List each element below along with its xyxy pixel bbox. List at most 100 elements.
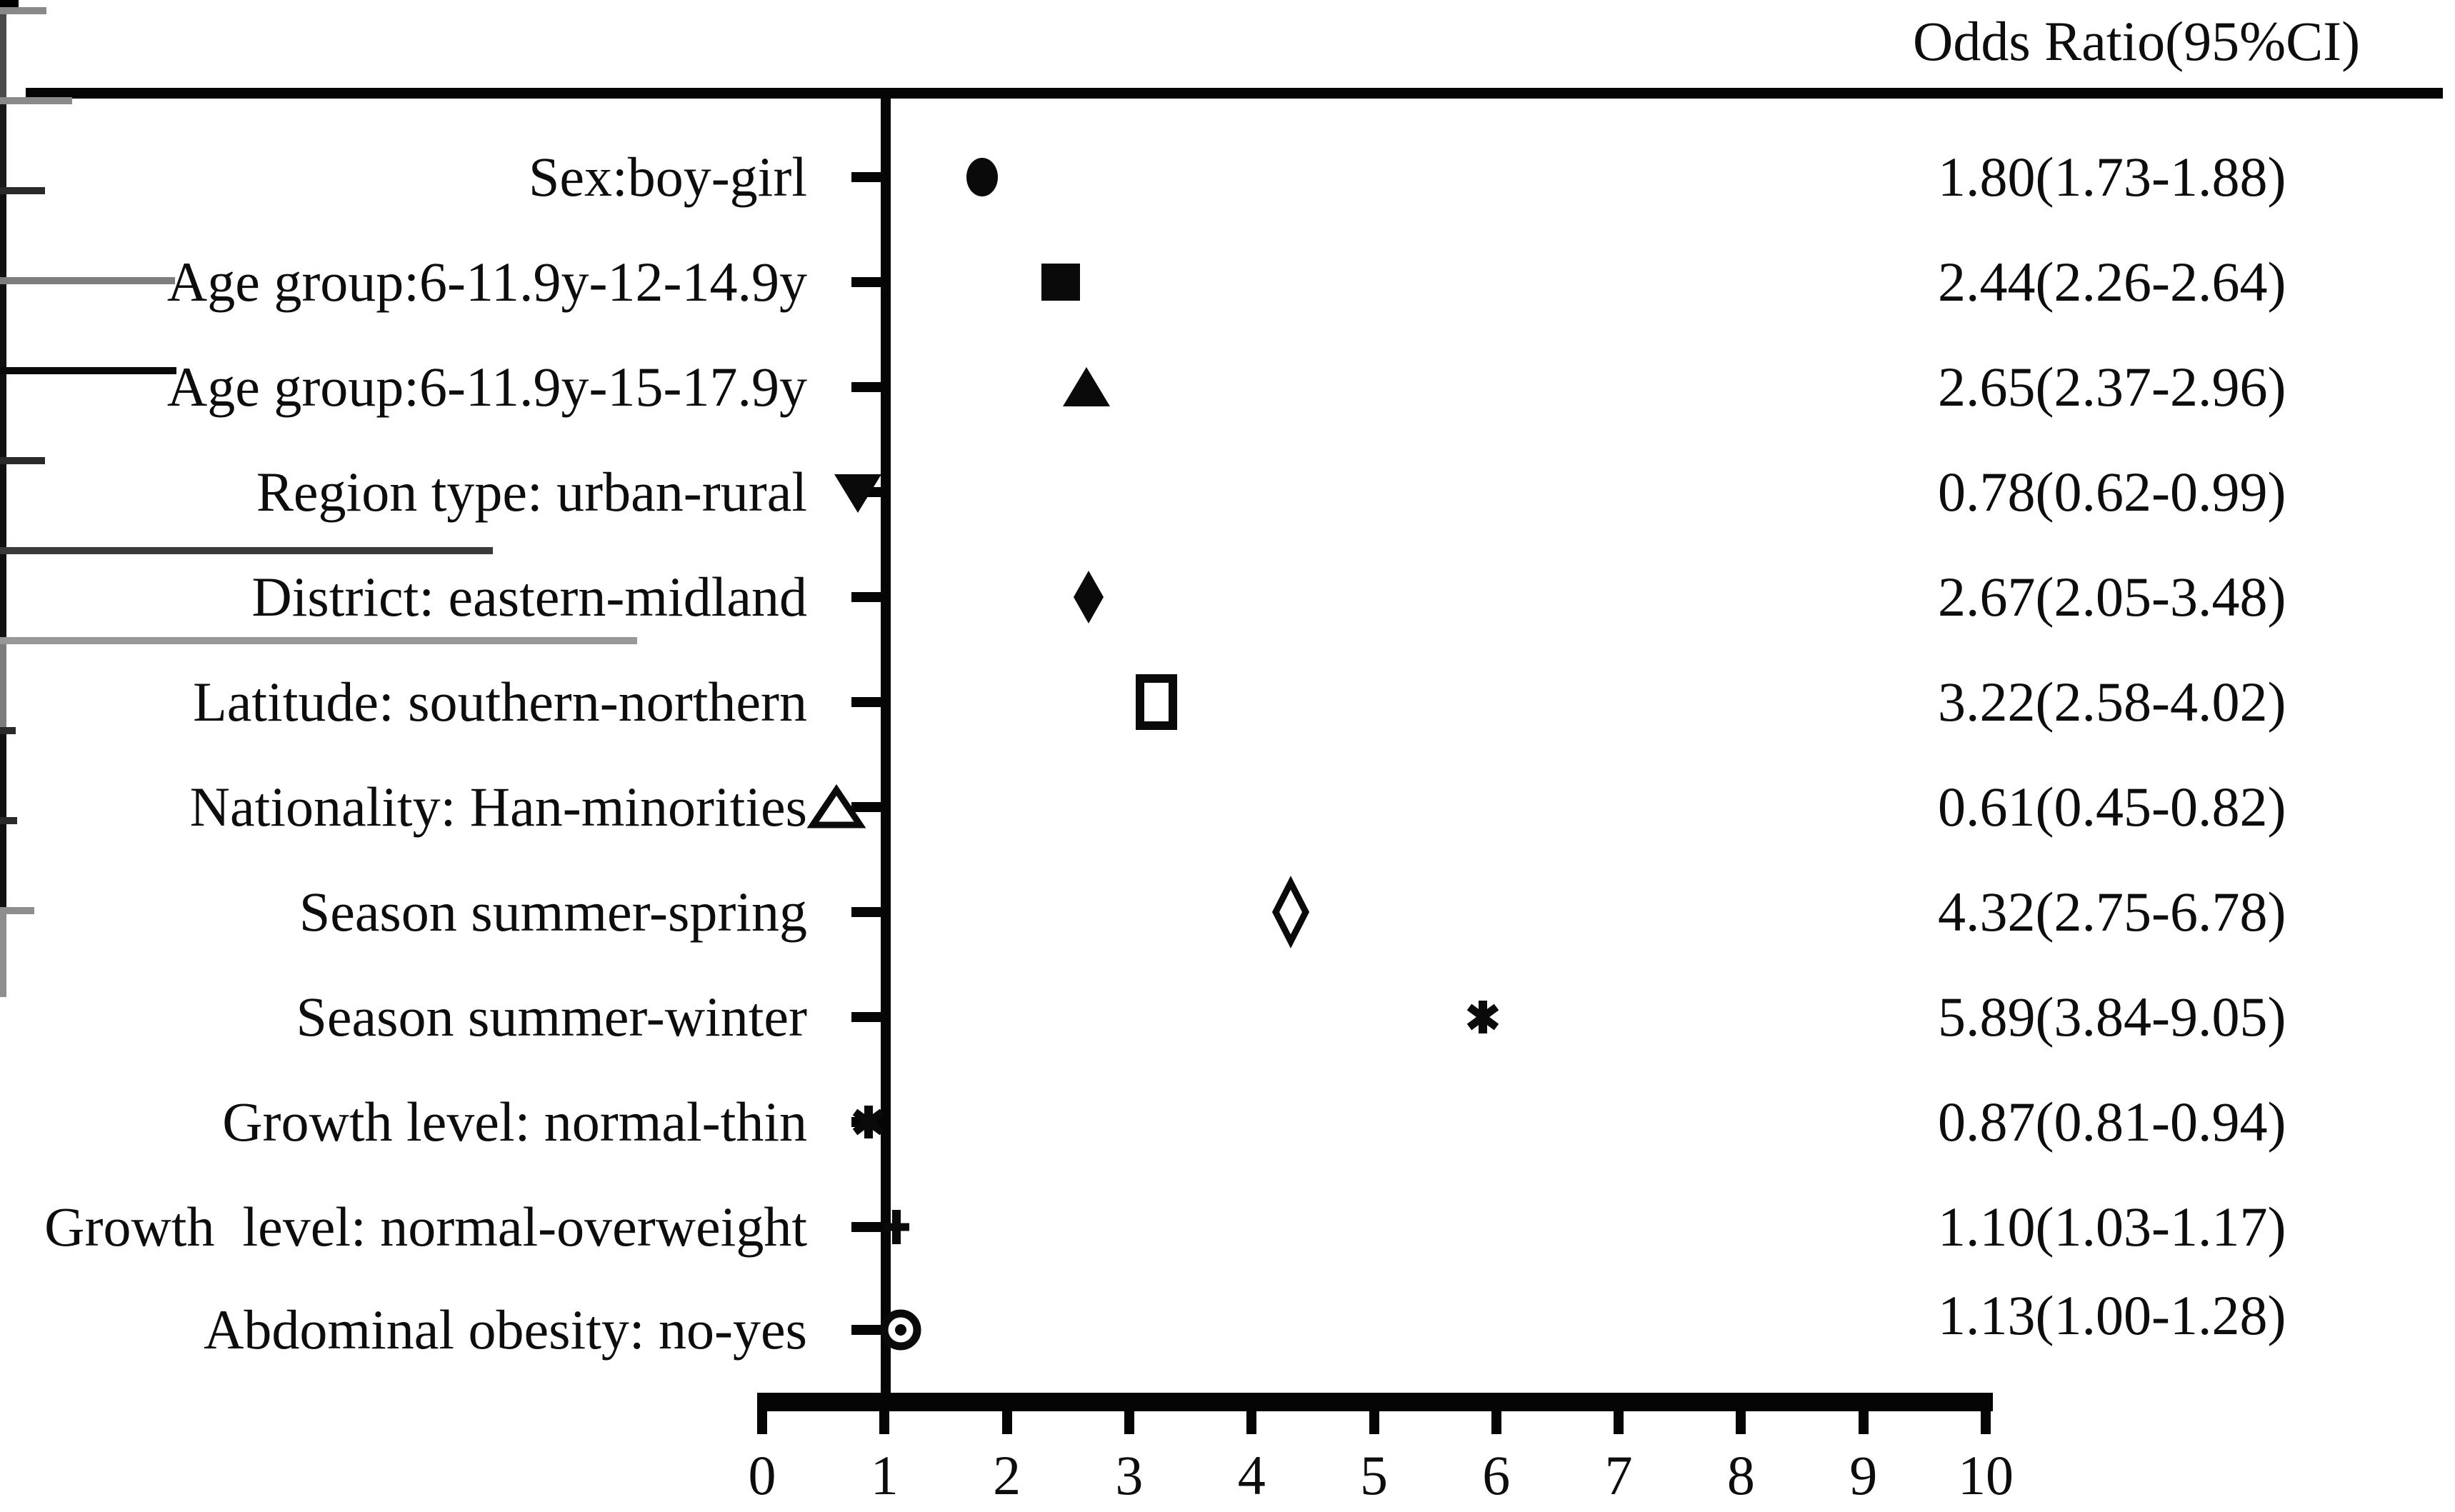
circle-dot-marker [880,1309,921,1351]
or-ci-value: 1.80(1.73-1.88) [1938,146,2286,208]
row-label: Region type: urban-rural [256,461,807,523]
row-axis-tick [851,1222,886,1232]
or-ci-value: 3.22(2.58-4.02) [1938,671,2286,733]
row-axis-tick [851,802,886,812]
ci-cap-low [0,14,6,56]
x-axis-tick-label: 7 [1604,1444,1633,1506]
ci-line [0,547,494,554]
row-axis-tick [851,172,886,182]
or-ci-value: 2.67(2.05-3.48) [1938,566,2286,628]
or-ci-value: 0.87(0.81-0.94) [1938,1091,2286,1153]
row-axis-tick [851,1012,886,1022]
ci-line [0,367,176,374]
row-axis-tick [851,1325,886,1335]
x-axis-tick-label: 6 [1482,1444,1511,1506]
ci-line [0,97,73,104]
x-axis-tick [1981,1393,1991,1434]
ci-cap-low [0,914,6,956]
x-axis-tick [1124,1393,1134,1434]
ci-cap-high [0,866,6,907]
triangle-up-filled-marker [1062,367,1110,406]
ci-cap-low [0,554,6,596]
x-axis-tick [757,1393,767,1434]
row-axis-tick [851,382,886,392]
row-axis-tick [851,697,886,707]
ci-cap-low [0,644,6,686]
ci-cap-high [0,956,6,997]
row-axis-tick [851,592,886,602]
or-ci-value: 1.10(1.03-1.17) [1938,1196,2286,1258]
ci-cap-low [0,734,6,776]
asterisk-marker [852,1106,885,1138]
x-axis-tick [1736,1393,1746,1434]
ci-cap-high [0,326,6,367]
row-label: Season summer-spring [299,881,807,943]
square-filled-marker [1041,264,1080,301]
row-label: Age group:6-11.9y-15-17.9y [166,356,807,418]
x-axis-tick-label: 4 [1237,1444,1266,1506]
or-ci-value: 4.32(2.75-6.78) [1938,881,2286,943]
ci-line [0,907,34,914]
x-axis-tick-label: 1 [870,1444,899,1506]
triangle-down-filled-marker [834,474,881,513]
x-axis-tick-label: 3 [1115,1444,1144,1506]
x-axis-tick [1614,1393,1624,1434]
header-divider-line [26,88,2443,99]
ci-line [0,637,638,644]
row-axis-tick [851,277,886,287]
x-axis-tick-label: 5 [1360,1444,1388,1506]
row-label: Season summer-winter [296,986,807,1048]
or-ci-value: 5.89(3.84-9.05) [1938,986,2286,1048]
or-ci-value: 0.61(0.45-0.82) [1938,776,2286,838]
ci-cap-low [0,284,6,326]
or-ci-value: 2.44(2.26-2.64) [1938,251,2286,313]
row-axis-tick [851,907,886,917]
ci-line [0,817,17,824]
chart-title: Odds Ratio(95%CI) [1913,10,2361,72]
row-label: Sex:boy-girl [529,146,807,208]
or-ci-value: 2.65(2.37-2.96) [1938,356,2286,418]
x-axis-tick [1246,1393,1257,1434]
ci-cap-high [0,596,6,637]
diamond-open-marker [1271,876,1310,948]
ci-cap-high [0,776,6,817]
row-label: Abdominal obesity: no-yes [204,1298,807,1361]
ci-cap-low [0,374,6,416]
ci-cap-low [0,194,6,236]
ci-line [0,187,46,194]
ci-cap-high [0,56,6,97]
x-axis-tick [1369,1393,1379,1434]
asterisk-marker [1466,1001,1499,1033]
ci-line [0,727,16,734]
ci-line [0,0,19,7]
ci-cap-high [0,236,6,277]
ci-cap-high [0,686,6,727]
ci-cap-low [0,824,6,866]
row-label: District: eastern-midland [251,566,807,628]
reference-line-or1 [881,99,891,1411]
ci-cap-high [0,146,6,187]
ci-line [0,457,46,464]
ci-line [0,7,47,14]
row-label: Age group:6-11.9y-12-14.9y [166,251,807,313]
ci-cap-low [0,464,6,506]
row-label: Latitude: southern-northern [193,671,807,733]
ci-cap-high [0,416,6,457]
triangle-up-open-marker [807,783,866,828]
x-axis-tick-label: 10 [1958,1444,2014,1506]
diamond-filled-marker [1074,571,1104,624]
x-axis-tick-label: 2 [993,1444,1021,1506]
x-axis-tick-label: 8 [1726,1444,1755,1506]
x-axis-tick-label: 0 [748,1444,776,1506]
x-axis-tick [1001,1393,1012,1434]
ci-line [0,277,175,284]
row-label: Growth level: normal-thin [222,1091,807,1153]
plus-marker [884,1210,910,1244]
ci-cap-high [0,506,6,547]
row-label: Growth level: normal-overweight [44,1196,807,1258]
square-open-marker [1135,674,1177,730]
circle-filled-marker [966,158,999,196]
or-ci-value: 1.13(1.00-1.28) [1938,1284,2286,1346]
